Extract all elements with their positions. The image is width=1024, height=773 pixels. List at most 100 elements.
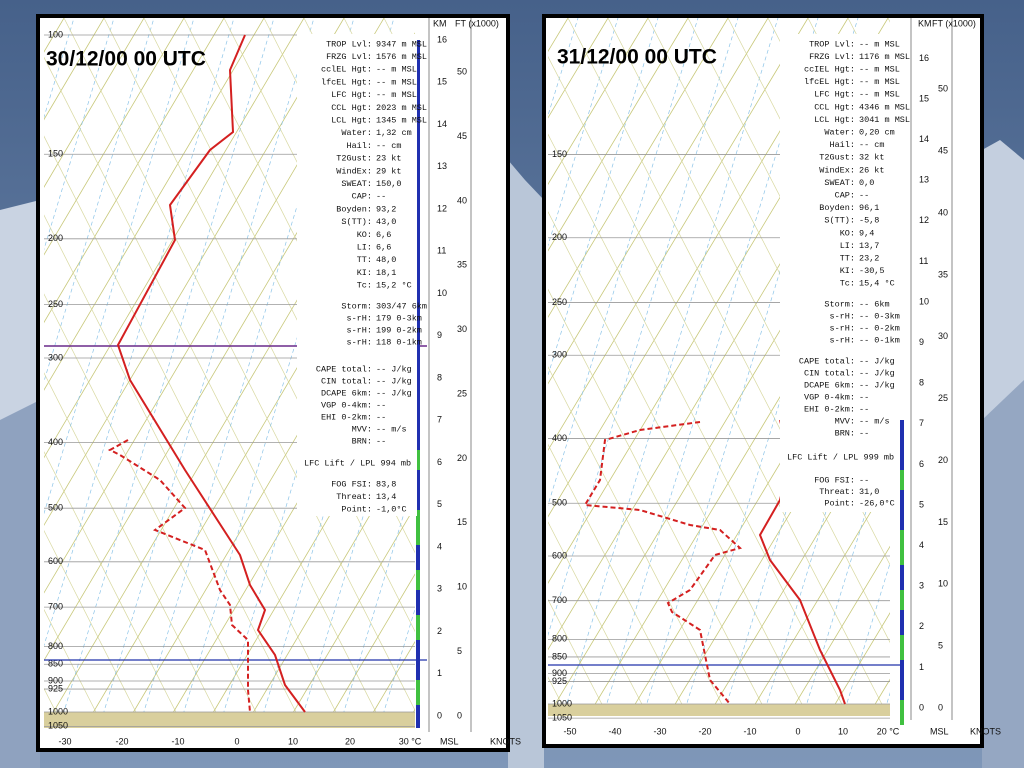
param-label: CIN total: bbox=[804, 368, 855, 378]
param-label: s-rH: bbox=[346, 325, 372, 335]
param-label: MVV: bbox=[835, 416, 855, 426]
mixing-ratio bbox=[802, 432, 890, 716]
param-label: Hail: bbox=[346, 141, 372, 151]
ft-label: 0 bbox=[938, 702, 943, 712]
param-value: -1,0°C bbox=[376, 504, 407, 514]
axis-header: FT (x1000) bbox=[932, 18, 976, 28]
param-value: 6,6 bbox=[376, 230, 391, 240]
pressure-label: 100 bbox=[48, 29, 63, 39]
param-label: Hail: bbox=[829, 140, 855, 150]
mountain bbox=[508, 160, 544, 768]
ft-label: 45 bbox=[457, 131, 467, 141]
param-value: 96,1 bbox=[859, 203, 879, 213]
param-label: Threat: bbox=[819, 487, 855, 497]
param-value: 93,2 bbox=[376, 204, 396, 214]
param-value: 9,4 bbox=[859, 228, 874, 238]
km-label: 14 bbox=[919, 134, 929, 144]
mixing-ratio bbox=[44, 18, 155, 383]
param-label: lfcEL Hgt: bbox=[321, 77, 372, 87]
dry-adiabat bbox=[548, 288, 769, 716]
km-label: 4 bbox=[437, 541, 442, 551]
pressure-label: 400 bbox=[48, 437, 63, 447]
mixing-ratio bbox=[842, 562, 890, 716]
param-label: LI: bbox=[840, 241, 855, 251]
pressure-label: 925 bbox=[552, 676, 567, 686]
param-label: CCL Hgt: bbox=[331, 103, 372, 113]
pressure-label: 1050 bbox=[48, 721, 68, 731]
ft-label: 30 bbox=[457, 324, 467, 334]
level-bar-green bbox=[416, 450, 420, 470]
temp-label: -30 bbox=[653, 726, 666, 736]
param-label: DCAPE 6km: bbox=[321, 388, 372, 398]
dry-adiabat bbox=[548, 133, 849, 716]
param-value: 15,4 °C bbox=[859, 279, 895, 289]
param-value: 1176 m MSL bbox=[859, 52, 910, 62]
level-bar-green bbox=[900, 470, 904, 490]
km-label: 1 bbox=[919, 662, 924, 672]
km-label: 2 bbox=[437, 626, 442, 636]
axis-footer: MSL bbox=[440, 736, 459, 746]
param-value: -- m MSL bbox=[376, 65, 417, 75]
ft-label: 25 bbox=[457, 388, 467, 398]
param-value: -26,0°C bbox=[859, 498, 895, 508]
param-label: Boyden: bbox=[819, 203, 855, 213]
pressure-label: 700 bbox=[552, 595, 567, 605]
dry-adiabat bbox=[548, 366, 729, 716]
param-value: -- 0-3km bbox=[859, 311, 900, 321]
km-label: 4 bbox=[919, 540, 924, 550]
pressure-label: 1050 bbox=[552, 713, 572, 723]
param-label: LCL Hgt: bbox=[331, 115, 372, 125]
dry-adiabat bbox=[548, 521, 649, 716]
ft-label: 5 bbox=[938, 641, 943, 651]
pressure-label: 500 bbox=[552, 498, 567, 508]
temperature-profile bbox=[116, 34, 306, 713]
param-value: -- cm bbox=[376, 141, 402, 151]
km-label: 13 bbox=[437, 161, 447, 171]
param-value: 150,0 bbox=[376, 179, 402, 189]
pressure-label: 300 bbox=[48, 352, 63, 362]
mixing-ratio bbox=[44, 18, 235, 647]
axis-footer: MSL bbox=[930, 726, 949, 736]
lift-label: LFC Lift / LPL 999 mb bbox=[787, 452, 894, 462]
km-label: 7 bbox=[437, 415, 442, 425]
isotherm bbox=[707, 412, 890, 716]
param-label: CIN total: bbox=[321, 376, 372, 386]
level-bar-green bbox=[416, 615, 420, 640]
param-label: Point: bbox=[341, 504, 372, 514]
param-label: BRN: bbox=[835, 428, 855, 438]
param-value: 2023 m MSL bbox=[376, 103, 427, 113]
param-value: 15,2 °C bbox=[376, 281, 412, 291]
param-value: 13,7 bbox=[859, 241, 879, 251]
dry-adiabat bbox=[44, 214, 305, 728]
param-label: s-rH: bbox=[829, 323, 855, 333]
km-label: 9 bbox=[437, 330, 442, 340]
param-label: FOG FSI: bbox=[814, 475, 855, 485]
km-label: 3 bbox=[437, 584, 442, 594]
param-label: CAPE total: bbox=[799, 356, 855, 366]
param-label: cclEL Hgt: bbox=[321, 65, 372, 75]
ft-label: 15 bbox=[938, 517, 948, 527]
isotherm bbox=[548, 18, 809, 451]
km-label: 8 bbox=[919, 378, 924, 388]
param-value: -- m MSL bbox=[859, 39, 900, 49]
mixing-ratio bbox=[44, 18, 115, 251]
km-label: 11 bbox=[919, 256, 928, 266]
panel-frame bbox=[542, 14, 984, 748]
param-value: 303/47 6km bbox=[376, 301, 427, 311]
lift-label: LFC Lift / LPL 994 mb bbox=[304, 458, 411, 468]
param-label: s-rH: bbox=[829, 311, 855, 321]
param-label: Water: bbox=[824, 127, 855, 137]
level-bar-green bbox=[900, 530, 904, 565]
param-label: TT: bbox=[840, 253, 855, 263]
param-value: -- bbox=[376, 412, 386, 422]
isotherm bbox=[548, 18, 729, 318]
param-label: LFC Hgt: bbox=[331, 90, 372, 100]
isotherm bbox=[548, 146, 890, 716]
ft-label: 5 bbox=[457, 646, 462, 656]
param-label: Storm: bbox=[341, 301, 372, 311]
ft-label: 40 bbox=[457, 195, 467, 205]
dry-adiabat bbox=[567, 18, 890, 644]
pressure-label: 700 bbox=[48, 602, 63, 612]
param-label: Tc: bbox=[840, 279, 855, 289]
